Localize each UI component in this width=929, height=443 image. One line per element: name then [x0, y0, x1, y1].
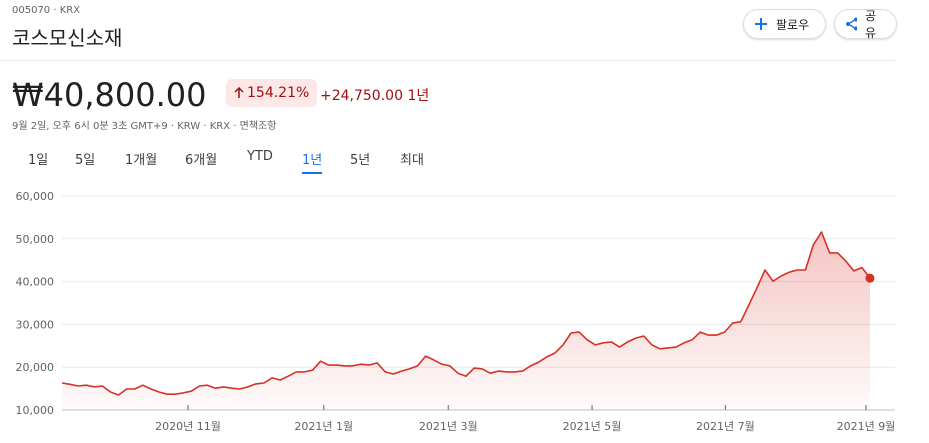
- range-tab[interactable]: 1개월: [125, 153, 158, 168]
- share-button[interactable]: 공유: [834, 9, 897, 40]
- x-tick-label: 2021년 9월: [837, 420, 896, 433]
- range-tab[interactable]: 5년: [350, 153, 371, 168]
- stock-name: 코스모신소재: [12, 26, 123, 50]
- change-percent: 154.21%: [247, 85, 310, 101]
- range-tab[interactable]: 최대: [400, 153, 424, 168]
- share-label: 공유: [865, 9, 877, 40]
- range-tab[interactable]: YTD: [247, 149, 273, 164]
- y-tick-label: 60,000: [16, 190, 55, 203]
- ticker: 005070 · KRX: [12, 5, 81, 16]
- x-tick-label: 2021년 3월: [419, 420, 478, 433]
- price: ₩40,800.00: [12, 76, 207, 114]
- x-tick-label: 2021년 7월: [696, 420, 755, 433]
- divider: [0, 60, 895, 61]
- change-value: +24,750.00: [320, 88, 403, 104]
- range-tab[interactable]: 1일: [28, 153, 49, 168]
- price-area: [62, 232, 870, 410]
- range-tab[interactable]: 6개월: [185, 153, 218, 168]
- x-tick-label: 2021년 1월: [294, 420, 353, 433]
- change: +24,750.00 1년: [320, 85, 429, 105]
- meta: 9월 2일, 오후 6시 0분 3초 GMT+9 · KRW · KRX · 면…: [12, 121, 277, 132]
- y-tick-label: 20,000: [16, 361, 55, 374]
- change-period: 1년: [407, 88, 430, 104]
- x-tick-label: 2021년 5월: [563, 420, 622, 433]
- follow-button[interactable]: 팔로우: [743, 9, 826, 39]
- x-tick-label: 2020년 11월: [155, 420, 221, 433]
- share-icon: [846, 17, 858, 31]
- plus-icon: [755, 18, 767, 30]
- follow-label: 팔로우: [776, 17, 810, 32]
- up-arrow: [234, 87, 244, 98]
- y-tick-label: 50,000: [16, 233, 55, 246]
- range-tab[interactable]: 1년: [302, 149, 323, 174]
- change-badge: 154.21%: [226, 79, 318, 107]
- range-tab[interactable]: 5일: [75, 153, 96, 168]
- last-point: [865, 273, 875, 283]
- y-tick-label: 30,000: [16, 318, 55, 331]
- price-line: [61, 231, 871, 396]
- y-tick-label: 10,000: [16, 404, 55, 417]
- y-tick-label: 40,000: [16, 276, 55, 289]
